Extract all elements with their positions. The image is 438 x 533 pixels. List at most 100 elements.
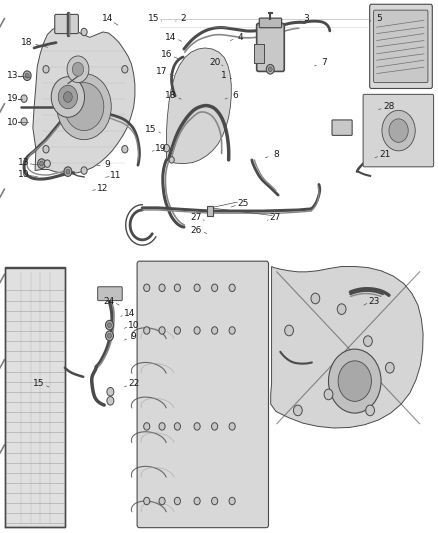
Circle shape xyxy=(266,64,274,74)
Circle shape xyxy=(23,71,31,80)
Text: 15: 15 xyxy=(145,125,157,134)
Text: 13: 13 xyxy=(18,158,29,167)
Circle shape xyxy=(194,423,200,430)
Circle shape xyxy=(43,66,49,73)
Circle shape xyxy=(44,160,50,167)
Text: 10: 10 xyxy=(18,171,29,179)
Circle shape xyxy=(64,167,72,176)
FancyBboxPatch shape xyxy=(374,10,428,83)
Text: 24: 24 xyxy=(103,297,114,305)
Polygon shape xyxy=(166,48,231,164)
Text: 5: 5 xyxy=(376,14,382,22)
Circle shape xyxy=(51,77,85,117)
Circle shape xyxy=(159,284,165,292)
Circle shape xyxy=(159,497,165,505)
Circle shape xyxy=(43,146,49,153)
Circle shape xyxy=(229,423,235,430)
FancyBboxPatch shape xyxy=(370,4,432,88)
Circle shape xyxy=(107,397,114,405)
Text: 14: 14 xyxy=(124,309,135,318)
Circle shape xyxy=(174,497,180,505)
Circle shape xyxy=(159,423,165,430)
Text: 13: 13 xyxy=(7,71,18,80)
FancyBboxPatch shape xyxy=(254,44,264,63)
Text: 16: 16 xyxy=(161,51,172,59)
FancyBboxPatch shape xyxy=(137,261,268,528)
Text: 28: 28 xyxy=(383,102,395,111)
Circle shape xyxy=(229,497,235,505)
Circle shape xyxy=(57,74,111,140)
Text: 15: 15 xyxy=(148,14,159,22)
Circle shape xyxy=(39,161,43,166)
Text: 19: 19 xyxy=(155,144,167,152)
Circle shape xyxy=(174,423,180,430)
Circle shape xyxy=(107,322,111,327)
Text: 1: 1 xyxy=(220,71,226,80)
Text: 15: 15 xyxy=(33,379,44,388)
FancyBboxPatch shape xyxy=(332,120,352,135)
Circle shape xyxy=(229,284,235,292)
Text: 6: 6 xyxy=(233,92,239,100)
Circle shape xyxy=(107,334,111,338)
Circle shape xyxy=(212,284,218,292)
Text: 4: 4 xyxy=(237,33,243,42)
Text: 14: 14 xyxy=(102,14,113,22)
FancyBboxPatch shape xyxy=(259,18,282,28)
Circle shape xyxy=(385,362,394,373)
Circle shape xyxy=(81,167,87,174)
Circle shape xyxy=(324,389,333,400)
Circle shape xyxy=(194,284,200,292)
Circle shape xyxy=(144,327,150,334)
Circle shape xyxy=(174,327,180,334)
Circle shape xyxy=(229,327,235,334)
Circle shape xyxy=(21,95,27,102)
Circle shape xyxy=(58,85,78,109)
Text: 3: 3 xyxy=(304,14,310,22)
Text: 27: 27 xyxy=(191,213,202,222)
Circle shape xyxy=(106,331,113,341)
Circle shape xyxy=(174,284,180,292)
Circle shape xyxy=(285,325,293,336)
Circle shape xyxy=(144,423,150,430)
Circle shape xyxy=(163,144,170,152)
Text: 14: 14 xyxy=(165,33,177,42)
Circle shape xyxy=(311,293,320,304)
Text: 27: 27 xyxy=(269,213,281,222)
Text: 10: 10 xyxy=(128,321,139,329)
Text: 7: 7 xyxy=(321,59,327,67)
Text: 18: 18 xyxy=(21,38,33,47)
Text: 19: 19 xyxy=(7,94,18,103)
Text: 23: 23 xyxy=(369,297,380,305)
Circle shape xyxy=(169,157,174,163)
Circle shape xyxy=(212,497,218,505)
Text: 25: 25 xyxy=(237,199,249,208)
Circle shape xyxy=(64,83,104,131)
Circle shape xyxy=(144,284,150,292)
Circle shape xyxy=(66,169,70,174)
FancyBboxPatch shape xyxy=(363,94,434,167)
FancyBboxPatch shape xyxy=(55,14,78,34)
Circle shape xyxy=(144,497,150,505)
Circle shape xyxy=(382,110,415,151)
Text: 10: 10 xyxy=(7,118,18,126)
Circle shape xyxy=(21,118,27,125)
Circle shape xyxy=(72,62,84,76)
Text: 22: 22 xyxy=(128,379,139,388)
Polygon shape xyxy=(33,27,135,174)
FancyBboxPatch shape xyxy=(257,23,284,71)
Circle shape xyxy=(106,321,113,329)
Circle shape xyxy=(159,327,165,334)
Circle shape xyxy=(25,73,29,78)
Circle shape xyxy=(64,92,72,102)
Circle shape xyxy=(337,304,346,314)
FancyBboxPatch shape xyxy=(207,206,213,216)
Text: 20: 20 xyxy=(209,59,220,67)
Text: 11: 11 xyxy=(110,171,122,180)
Circle shape xyxy=(106,332,113,340)
Circle shape xyxy=(389,119,408,142)
Text: 9: 9 xyxy=(104,160,110,168)
Circle shape xyxy=(122,146,128,153)
Text: 2: 2 xyxy=(180,14,186,22)
Circle shape xyxy=(81,28,87,36)
Polygon shape xyxy=(271,266,423,428)
